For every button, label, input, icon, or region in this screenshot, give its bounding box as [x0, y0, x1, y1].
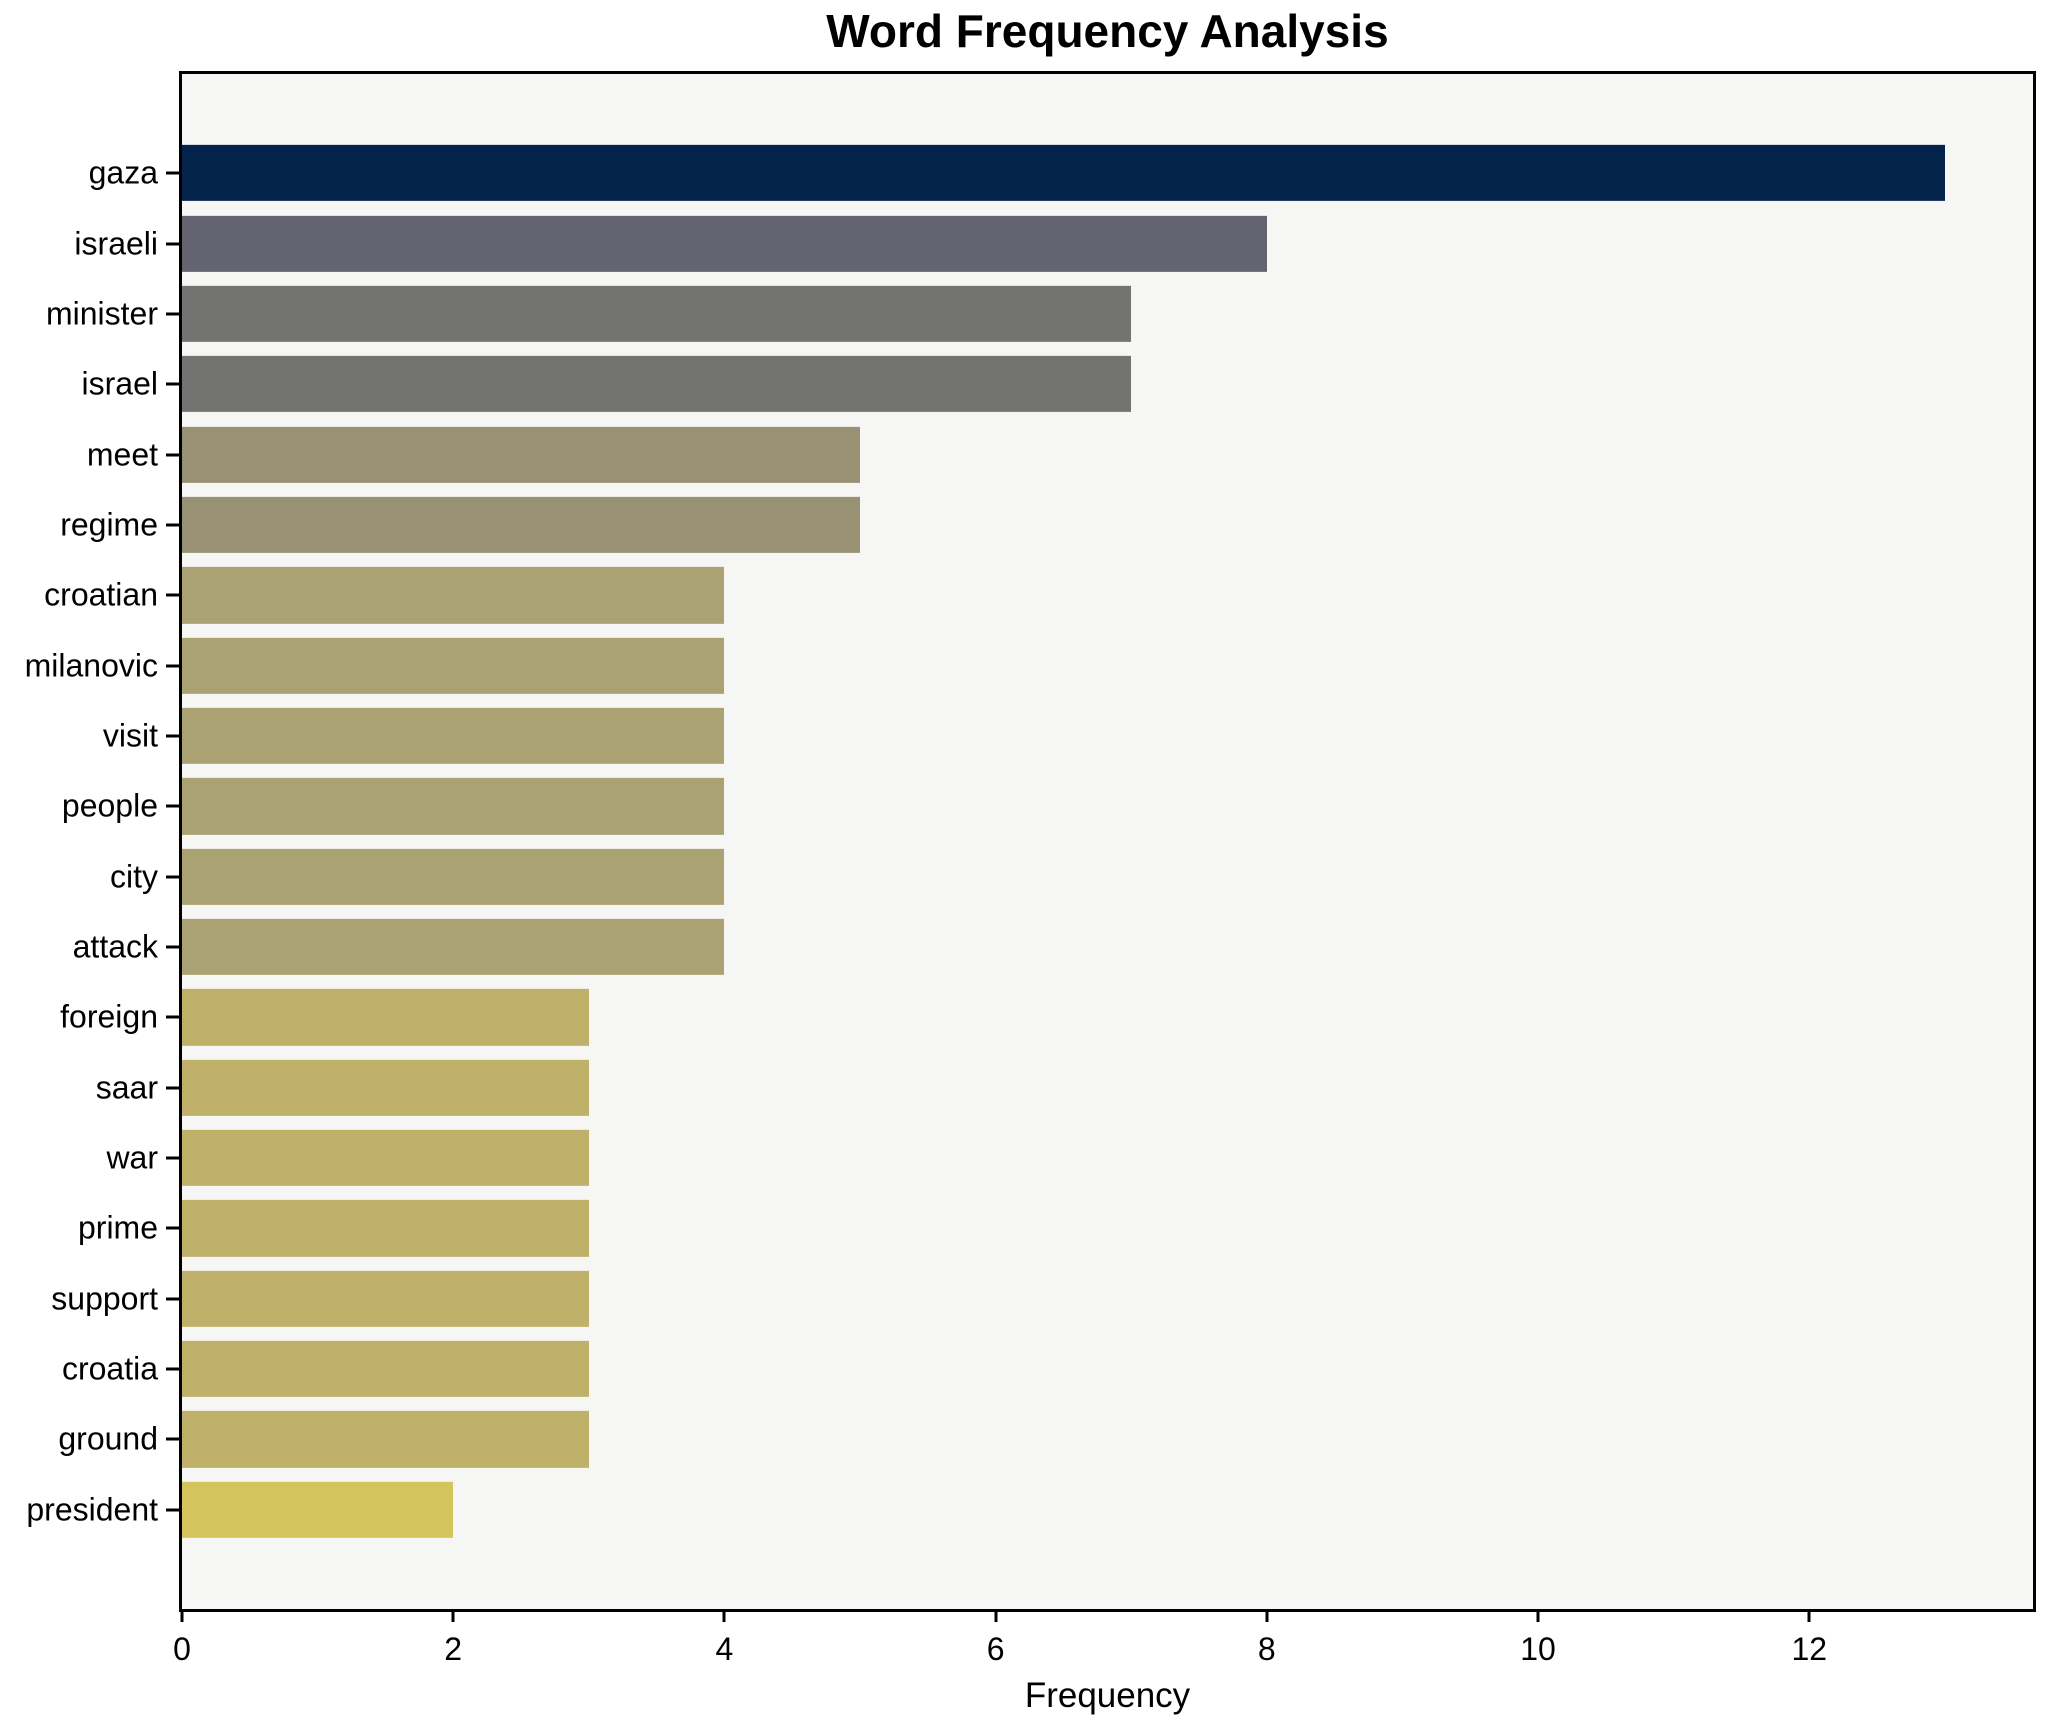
bar-minister — [182, 285, 1132, 342]
y-tick-mark-war — [166, 1156, 179, 1160]
x-tick-label-4: 4 — [715, 1631, 734, 1667]
y-tick-label-croatian: croatian — [44, 576, 158, 613]
y-tick-mark-croatian — [166, 593, 179, 597]
bar-row-foreign: foreign — [60, 982, 2033, 1052]
y-tick-mark-israel — [166, 382, 179, 386]
bar-israeli — [182, 215, 1267, 272]
y-tick-label-milanovic: milanovic — [24, 647, 158, 684]
y-tick-mark-regime — [166, 523, 179, 527]
x-tick-label-8: 8 — [1257, 1631, 1276, 1667]
y-tick-label-city: city — [110, 858, 158, 895]
y-tick-label-israeli: israeli — [74, 225, 158, 262]
y-tick-label-gaza: gaza — [88, 154, 158, 191]
bar-meet — [182, 426, 861, 483]
bar-row-gaza: gaza — [89, 138, 2033, 208]
bar-prime — [182, 1200, 589, 1257]
bar-war — [182, 1129, 589, 1187]
y-tick-mark-foreign — [166, 1015, 179, 1019]
y-tick-mark-gaza — [166, 171, 179, 175]
x-tick-label-0: 0 — [173, 1631, 191, 1667]
x-tick-label-10: 10 — [1520, 1631, 1556, 1667]
bar-row-president: president — [26, 1475, 2033, 1545]
bar-row-israeli: israeli — [74, 208, 2033, 278]
x-tick-label-12: 12 — [1791, 1631, 1828, 1667]
bar-row-croatia: croatia — [62, 1334, 2033, 1404]
bar-israel — [182, 356, 1132, 413]
bar-row-croatian: croatian — [44, 560, 2033, 630]
bar-row-city: city — [110, 841, 2033, 911]
y-tick-mark-israeli — [166, 242, 179, 246]
x-tick-mark-8 — [1265, 1609, 1269, 1622]
x-tick-mark-12 — [1807, 1609, 1811, 1622]
bar-row-people: people — [62, 771, 2033, 841]
y-tick-label-attack: attack — [72, 928, 158, 965]
bar-row-attack: attack — [73, 912, 2033, 982]
x-axis-label: Frequency — [1024, 1676, 1191, 1715]
bar-president — [182, 1481, 454, 1538]
plot-area: gaza israeli minister israel meet regime croat… — [25, 71, 2036, 1667]
bar-support — [182, 1270, 589, 1327]
y-tick-mark-president — [166, 1508, 179, 1512]
bars-container: gaza israeli minister israel meet regime croat… — [25, 74, 2033, 1609]
y-tick-label-regime: regime — [60, 506, 158, 543]
y-tick-label-minister: minister — [45, 295, 158, 332]
bar-foreign — [182, 989, 589, 1046]
y-tick-label-people: people — [61, 787, 158, 824]
bar-row-saar: saar — [96, 1052, 2033, 1122]
y-tick-label-war: war — [106, 1139, 158, 1176]
y-tick-label-prime: prime — [77, 1209, 158, 1246]
x-tick-label-2: 2 — [444, 1631, 463, 1667]
x-tick-mark-2 — [451, 1609, 455, 1622]
bar-row-ground: ground — [58, 1404, 2033, 1474]
y-tick-label-meet: meet — [86, 436, 158, 473]
y-tick-label-saar: saar — [95, 1069, 158, 1106]
chart-title: Word Frequency Analysis — [826, 5, 1389, 57]
y-tick-mark-croatia — [166, 1367, 179, 1371]
y-tick-mark-minister — [166, 312, 179, 316]
y-tick-label-croatia: croatia — [61, 1350, 158, 1387]
y-tick-mark-visit — [166, 734, 179, 738]
bar-row-war: war — [106, 1123, 2033, 1193]
bar-regime — [182, 496, 861, 554]
y-tick-mark-people — [166, 804, 179, 808]
y-tick-label-foreign: foreign — [60, 998, 158, 1035]
bar-row-israel: israel — [82, 349, 2033, 419]
y-tick-label-president: president — [26, 1491, 158, 1528]
bar-row-meet: meet — [87, 419, 2033, 489]
x-tick-mark-4 — [722, 1609, 726, 1622]
y-tick-mark-support — [166, 1297, 179, 1301]
bar-row-milanovic: milanovic — [25, 630, 2033, 700]
x-tick-label-6: 6 — [986, 1631, 1005, 1667]
y-tick-mark-milanovic — [166, 664, 179, 668]
y-tick-label-visit: visit — [102, 717, 158, 754]
y-tick-label-ground: ground — [58, 1420, 158, 1457]
y-tick-mark-ground — [166, 1437, 179, 1441]
bar-visit — [182, 707, 725, 765]
bar-row-prime: prime — [78, 1193, 2033, 1263]
x-tick-mark-10 — [1536, 1609, 1540, 1622]
bar-saar — [182, 1059, 589, 1116]
y-tick-mark-saar — [166, 1086, 179, 1090]
bar-attack — [182, 918, 725, 976]
bar-city — [182, 848, 725, 905]
bar-row-regime: regime — [60, 490, 2033, 560]
y-tick-label-support: support — [51, 1280, 158, 1317]
y-tick-mark-prime — [166, 1226, 179, 1230]
bar-row-visit: visit — [103, 701, 2033, 771]
bar-gaza — [182, 145, 1945, 202]
bar-milanovic — [182, 637, 725, 694]
bar-croatia — [182, 1340, 589, 1398]
bar-croatian — [182, 567, 725, 624]
y-tick-label-israel: israel — [81, 365, 158, 402]
bar-people — [182, 778, 725, 835]
bar-row-support: support — [51, 1264, 2033, 1334]
bar-ground — [182, 1411, 589, 1468]
y-tick-mark-meet — [166, 453, 179, 457]
y-tick-mark-attack — [166, 945, 179, 949]
x-tick-mark-6 — [994, 1609, 998, 1622]
y-tick-mark-city — [166, 875, 179, 879]
x-tick-mark-0 — [180, 1609, 184, 1622]
bar-row-minister: minister — [46, 279, 2033, 349]
